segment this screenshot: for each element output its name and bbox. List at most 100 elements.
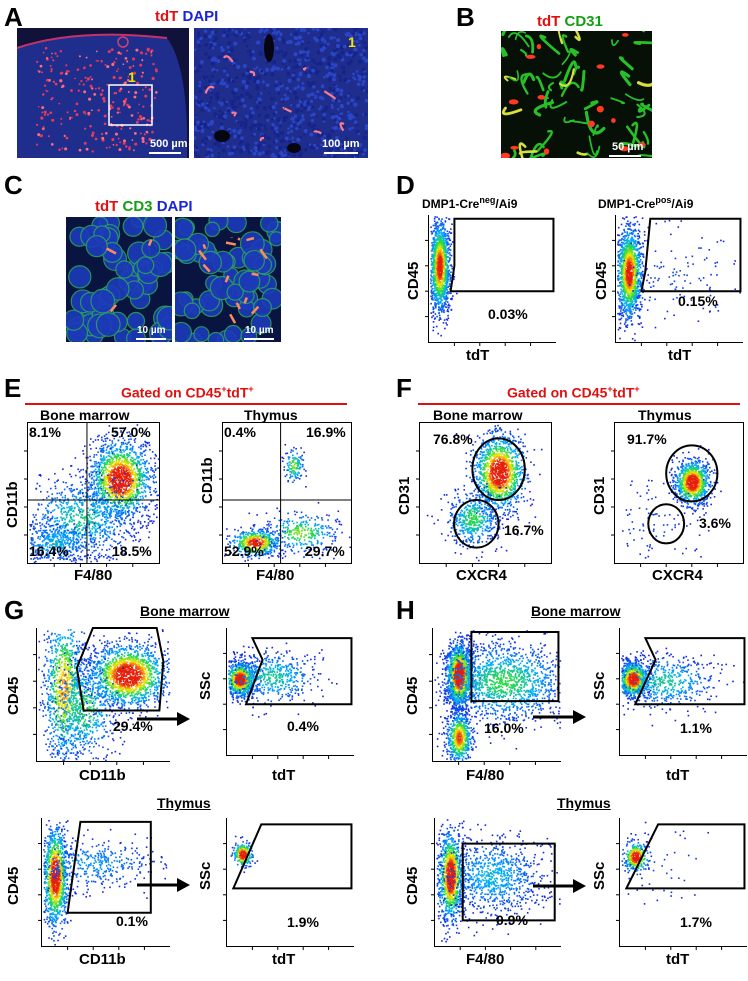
- g-th-pct1: 0.1%: [116, 913, 148, 929]
- e-red-rule: [25, 403, 347, 405]
- f-right-pct-lo: 3.6%: [699, 515, 731, 531]
- d-right-gate-pct: 0.15%: [678, 293, 718, 309]
- e-right-q-ul: 0.4%: [224, 424, 256, 440]
- e-left-q-ur: 57.0%: [111, 424, 151, 440]
- h-bm-xlabel1: F4/80: [466, 767, 504, 784]
- g-bm-xlabel2: tdT: [272, 767, 295, 784]
- h-th-pct1: 0.9%: [496, 912, 528, 928]
- scale-bar-b: [609, 155, 641, 157]
- e-right-xlabel: F4/80: [256, 567, 294, 584]
- h-bm-arrow: [533, 710, 586, 724]
- panel-c-right-image: 10 µm: [175, 217, 281, 342]
- stain-tdt: tdT: [537, 13, 560, 30]
- stain-dapi: DAPI: [183, 8, 219, 25]
- panel-a-overview-image: 1 500 µm: [17, 28, 189, 158]
- roi-label: 1: [128, 69, 136, 85]
- e-right-q-ur: 16.9%: [306, 424, 346, 440]
- e-right-flow-plot: [219, 422, 352, 567]
- panel-letter-h: H: [396, 597, 415, 623]
- g-th-ylabel1: CD45: [5, 867, 22, 905]
- panel-letter-a: A: [4, 4, 23, 30]
- h-bm-ylabel2: SSc: [591, 672, 608, 700]
- e-right-q-ll: 52.9%: [224, 543, 264, 559]
- h-bm-title: Bone marrow: [531, 603, 620, 619]
- f-right-title: Thymus: [638, 407, 692, 423]
- g-bm-ylabel2: SSc: [197, 672, 214, 700]
- g-th-ylabel2: SSc: [197, 862, 214, 890]
- f-right-xlabel: CXCR4: [652, 567, 703, 584]
- panel-b-stain-title: tdT CD31: [537, 13, 603, 30]
- g-th-xlabel2: tdT: [272, 951, 295, 968]
- f-left-ylabel: CD31: [396, 477, 413, 515]
- scale-label-right: 100 µm: [322, 138, 360, 150]
- d-right-xlabel: tdT: [668, 347, 691, 364]
- h-th-ylabel1: CD45: [404, 867, 421, 905]
- scale-bar-c-right: [244, 338, 274, 340]
- panel-letter-b: B: [456, 4, 475, 30]
- f-left-xlabel: CXCR4: [456, 567, 507, 584]
- d-left-xlabel: tdT: [466, 347, 489, 364]
- e-gate-title: Gated on CD45+tdT+: [121, 384, 254, 401]
- h-th-title: Thymus: [557, 795, 611, 811]
- scale-bar-right: [324, 152, 358, 154]
- scale-label-c-left: 10 µm: [137, 325, 166, 336]
- e-left-q-ul: 8.1%: [29, 424, 61, 440]
- g-th-xlabel1: CD11b: [79, 951, 126, 968]
- e-right-q-lr: 29.7%: [305, 543, 345, 559]
- d-right-title: DMP1-Crepos/Ai9: [598, 195, 693, 211]
- panel-letter-d: D: [396, 172, 415, 198]
- g-th-ssc-tdt-plot: [223, 818, 354, 950]
- g-th-title: Thymus: [157, 795, 211, 811]
- h-th-cd45-f480-plot: [431, 818, 561, 950]
- e-left-q-lr: 18.5%: [112, 543, 152, 559]
- vessel-image: [501, 31, 652, 158]
- h-bm-xlabel2: tdT: [666, 767, 689, 784]
- g-bm-ylabel1: CD45: [5, 677, 22, 715]
- overview-tissue: [17, 33, 188, 158]
- stain-dapi: DAPI: [157, 198, 193, 215]
- cells-left: [66, 217, 172, 342]
- h-th-ssc-tdt-plot: [616, 818, 747, 950]
- stain-tdt: tdT: [95, 198, 118, 215]
- e-left-q-ll: 16.4%: [29, 543, 69, 559]
- stain-cd31: CD31: [565, 13, 603, 30]
- g-bm-pct2: 0.4%: [287, 718, 319, 734]
- e-left-xlabel: F4/80: [74, 567, 112, 584]
- d-left-ylabel: CD45: [405, 262, 422, 300]
- d-right-ylabel: CD45: [593, 262, 610, 300]
- g-th-cd45-cd11b-plot: [38, 818, 170, 950]
- h-bm-pct2: 1.1%: [680, 720, 712, 736]
- f-left-title: Bone marrow: [433, 407, 522, 423]
- f-left-flow-plot: [416, 422, 552, 567]
- h-bm-cd45-f480-plot: [429, 628, 562, 765]
- g-bm-arrow: [137, 712, 190, 726]
- panel-b-image: 50 µm: [501, 31, 652, 158]
- h-bm-ylabel1: CD45: [404, 677, 421, 715]
- e-left-flow-plot: [24, 422, 160, 567]
- cells-right: [175, 217, 281, 342]
- f-left-pct-hi: 76.8%: [433, 431, 473, 447]
- scale-bar-c-left: [136, 338, 166, 340]
- e-left-title: Bone marrow: [40, 407, 129, 423]
- panel-letter-e: E: [4, 375, 21, 401]
- e-right-title: Thymus: [244, 407, 298, 423]
- panel-a-stain-title: tdT DAPI: [155, 8, 218, 25]
- d-left-title: DMP1-Creneg/Ai9: [422, 195, 517, 211]
- f-right-ylabel: CD31: [591, 477, 608, 515]
- d-left-flow-plot: [425, 215, 556, 346]
- d-left-gate-pct: 0.03%: [488, 306, 528, 322]
- g-th-pct2: 1.9%: [287, 914, 319, 930]
- scale-bar-left: [149, 152, 181, 154]
- g-bm-pct1: 29.4%: [113, 718, 153, 734]
- stain-tdt: tdT: [155, 8, 178, 25]
- panel-letter-f: F: [396, 375, 412, 401]
- h-th-xlabel1: F4/80: [466, 951, 504, 968]
- h-th-pct2: 1.7%: [680, 914, 712, 930]
- g-bm-xlabel1: CD11b: [79, 767, 126, 784]
- scale-label-left: 500 µm: [150, 138, 188, 150]
- g-bm-title: Bone marrow: [140, 603, 229, 619]
- d-right-flow-plot: [612, 215, 743, 346]
- scale-label-c-right: 10 µm: [245, 325, 274, 336]
- panel-letter-c: C: [4, 172, 23, 198]
- h-th-xlabel2: tdT: [666, 951, 689, 968]
